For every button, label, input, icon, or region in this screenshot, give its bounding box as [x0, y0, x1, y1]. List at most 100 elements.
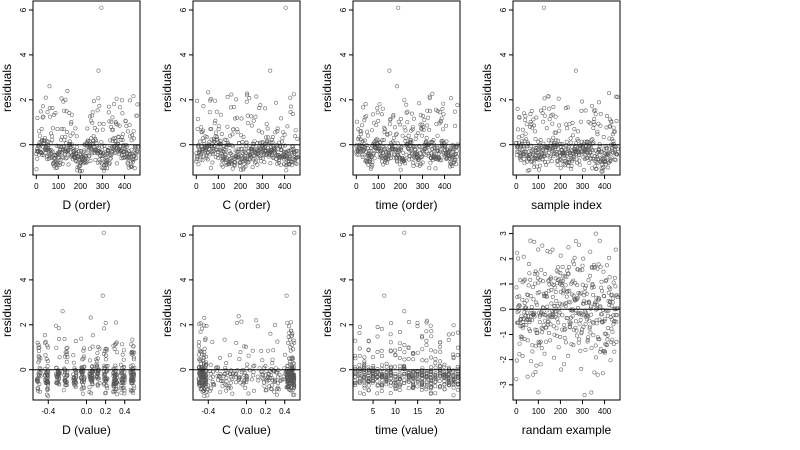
data-point: [228, 105, 233, 110]
data-point: [370, 371, 375, 376]
data-point: [282, 143, 287, 148]
x-tick-label: 100: [212, 182, 226, 191]
data-point: [365, 129, 370, 134]
data-point: [109, 125, 114, 130]
data-point: [287, 387, 292, 392]
data-point: [380, 366, 385, 371]
data-point: [38, 149, 43, 154]
data-point: [359, 123, 364, 128]
data-point: [45, 147, 50, 152]
data-point: [204, 389, 209, 394]
data-point: [546, 138, 551, 143]
data-point: [93, 138, 98, 143]
x-tick-label: -0.4: [41, 407, 55, 416]
data-point: [95, 356, 100, 361]
data-point: [541, 141, 546, 146]
data-point: [80, 366, 85, 371]
data-point: [120, 138, 125, 143]
data-point: [40, 115, 45, 120]
points-group: [354, 5, 460, 172]
data-point: [107, 161, 112, 166]
data-point: [62, 372, 67, 377]
data-point: [533, 129, 538, 134]
data-point: [589, 346, 594, 351]
data-point: [388, 376, 393, 381]
data-point: [606, 255, 611, 260]
data-point: [515, 127, 520, 132]
data-point: [571, 155, 576, 160]
data-point: [131, 129, 136, 134]
data-point: [524, 298, 529, 303]
data-point: [242, 344, 247, 349]
data-point: [515, 106, 520, 111]
data-point: [362, 118, 367, 123]
data-point: [433, 356, 438, 361]
data-point: [357, 379, 362, 384]
data-point: [375, 370, 380, 375]
data-point: [549, 287, 554, 292]
data-point: [370, 160, 375, 165]
data-point: [273, 100, 278, 105]
data-point: [384, 160, 389, 165]
data-point: [397, 329, 402, 334]
data-point: [429, 382, 434, 387]
data-point: [537, 340, 542, 345]
data-point: [441, 152, 446, 157]
data-point: [433, 365, 438, 370]
data-point: [262, 160, 267, 165]
data-point: [36, 345, 41, 350]
y-axis-label: residuals: [0, 289, 14, 337]
points-group: [514, 231, 620, 397]
data-point: [210, 340, 215, 345]
data-point: [541, 119, 546, 124]
data-point: [129, 381, 134, 386]
data-point: [112, 369, 117, 374]
data-point: [596, 262, 601, 267]
data-point: [87, 385, 92, 390]
data-point: [90, 110, 95, 115]
data-point: [563, 326, 568, 331]
data-point: [202, 315, 207, 320]
data-point: [288, 95, 293, 100]
y-axis-label: residuals: [0, 64, 14, 112]
data-point: [393, 374, 398, 379]
data-point: [74, 374, 79, 379]
data-point: [62, 366, 67, 371]
data-point: [402, 373, 407, 378]
data-point: [563, 283, 568, 288]
data-point: [418, 122, 423, 127]
data-point: [577, 337, 582, 342]
data-point: [387, 122, 392, 127]
data-point: [245, 362, 250, 367]
data-point: [551, 105, 556, 110]
data-point: [393, 143, 398, 148]
data-point: [568, 320, 573, 325]
data-point: [94, 362, 99, 367]
data-point: [120, 111, 125, 116]
data-point: [514, 285, 519, 290]
data-point: [365, 133, 370, 138]
data-point: [520, 127, 525, 132]
data-point: [428, 355, 433, 360]
data-point: [284, 168, 289, 173]
data-point: [519, 336, 524, 341]
data-point: [585, 150, 590, 155]
data-point: [446, 375, 451, 380]
data-point: [131, 383, 136, 388]
data-point: [268, 161, 273, 166]
data-point: [561, 278, 566, 283]
data-point: [601, 165, 606, 170]
data-point: [563, 340, 568, 345]
data-point: [388, 391, 393, 396]
data-point: [552, 303, 557, 308]
data-point: [520, 133, 525, 138]
data-point: [525, 146, 530, 151]
data-point: [63, 134, 68, 139]
data-point: [395, 84, 400, 89]
data-point: [35, 156, 40, 161]
data-point: [212, 383, 217, 388]
data-point: [198, 329, 203, 334]
data-point: [67, 139, 72, 144]
y-axis-label: residuals: [160, 289, 174, 337]
data-point: [429, 334, 434, 339]
